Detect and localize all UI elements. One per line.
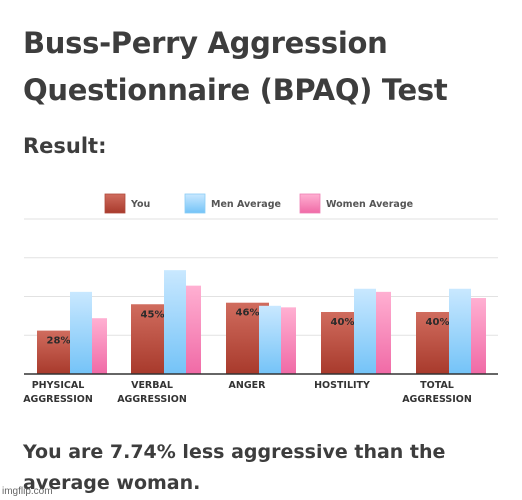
page-title: Buss-Perry Aggression Questionnaire (BPA…: [23, 26, 448, 107]
bar-1-2: [259, 305, 281, 374]
legend-label: You: [130, 199, 150, 210]
bar-2-4: [471, 298, 486, 374]
bar-data-label: 40%: [426, 317, 450, 328]
chart-bars: 28% 45% 46% 40% 40%: [37, 270, 486, 374]
bar-2-3: [376, 291, 391, 374]
bar-2-1: [186, 285, 201, 374]
bar-2-0: [92, 318, 107, 374]
chart-legend: You Men Average Women Average: [104, 193, 413, 214]
chart-x-labels: PHYSICAL AGGRESSION VERBAL AGGRESSION ANGER H…: [23, 380, 472, 405]
x-tick-label: PHYSICAL AGGRESSION: [23, 380, 93, 405]
bar-data-label: 45%: [141, 309, 165, 320]
result-heading: Result:: [23, 134, 107, 158]
bar-data-label: 40%: [331, 317, 355, 328]
bar-data-label: 28%: [47, 336, 71, 347]
legend-swatch-2: [299, 193, 321, 214]
aggression-bar-chart: You Men Average Women Average 28% 45% 46% 40%…: [23, 193, 498, 405]
x-tick-label: TOTAL AGGRESSION: [402, 380, 472, 405]
result-summary: You are 7.74% less aggressive than the a…: [23, 441, 446, 494]
x-tick-label: ANGER: [229, 380, 267, 391]
bar-1-1: [164, 270, 186, 374]
watermark: imgflip.com: [2, 486, 53, 497]
bar-1-4: [449, 288, 471, 374]
legend-label: Men Average: [211, 199, 281, 210]
legend-swatch-1: [184, 193, 206, 214]
legend-label: Women Average: [326, 199, 413, 210]
bar-2-2: [281, 307, 296, 374]
bar-1-0: [70, 291, 92, 374]
x-tick-label: HOSTILITY: [314, 380, 370, 391]
bar-data-label: 46%: [236, 308, 260, 319]
bar-1-3: [354, 288, 376, 374]
x-tick-label: VERBAL AGGRESSION: [117, 380, 187, 405]
legend-swatch-0: [104, 193, 126, 214]
